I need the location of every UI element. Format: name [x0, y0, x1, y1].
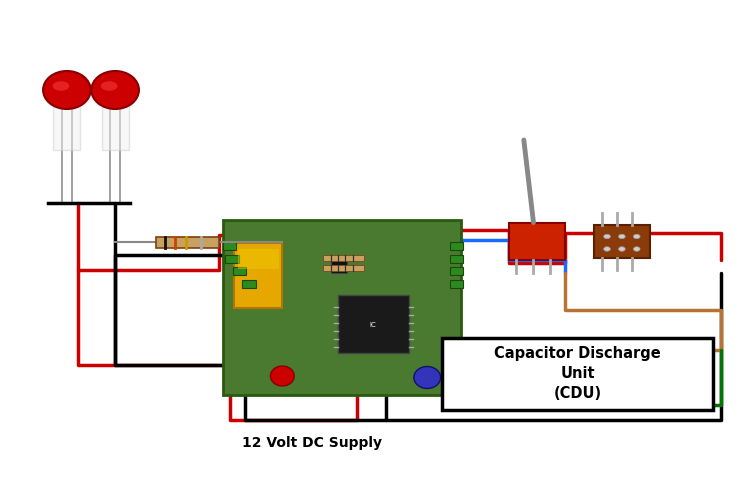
- Bar: [323, 264, 364, 271]
- Bar: [594, 225, 650, 258]
- Ellipse shape: [53, 81, 69, 91]
- Bar: [223, 220, 461, 395]
- Bar: [225, 254, 239, 262]
- Ellipse shape: [633, 246, 640, 251]
- Ellipse shape: [414, 366, 441, 388]
- Text: IC: IC: [369, 322, 377, 328]
- Bar: [338, 295, 409, 352]
- Bar: [450, 267, 463, 275]
- Bar: [331, 258, 347, 272]
- Ellipse shape: [618, 234, 625, 239]
- Ellipse shape: [91, 71, 139, 109]
- Bar: [233, 267, 246, 275]
- Bar: [156, 236, 219, 248]
- Bar: [242, 280, 256, 287]
- Ellipse shape: [618, 246, 625, 251]
- Ellipse shape: [270, 366, 294, 386]
- Bar: [323, 254, 364, 261]
- Bar: [223, 242, 236, 250]
- Bar: [102, 90, 129, 150]
- Bar: [53, 90, 80, 150]
- Bar: [509, 222, 565, 260]
- Ellipse shape: [633, 234, 640, 239]
- Bar: [442, 338, 713, 410]
- Text: 12 Volt DC Supply: 12 Volt DC Supply: [242, 436, 382, 450]
- Ellipse shape: [43, 71, 91, 109]
- Bar: [450, 280, 463, 287]
- Bar: [450, 242, 463, 250]
- Bar: [234, 242, 282, 308]
- Ellipse shape: [101, 81, 117, 91]
- Text: Capacitor Discharge
Unit
(CDU): Capacitor Discharge Unit (CDU): [494, 346, 661, 401]
- Ellipse shape: [603, 246, 610, 251]
- Ellipse shape: [603, 234, 610, 239]
- Bar: [450, 254, 463, 262]
- Bar: [238, 249, 279, 268]
